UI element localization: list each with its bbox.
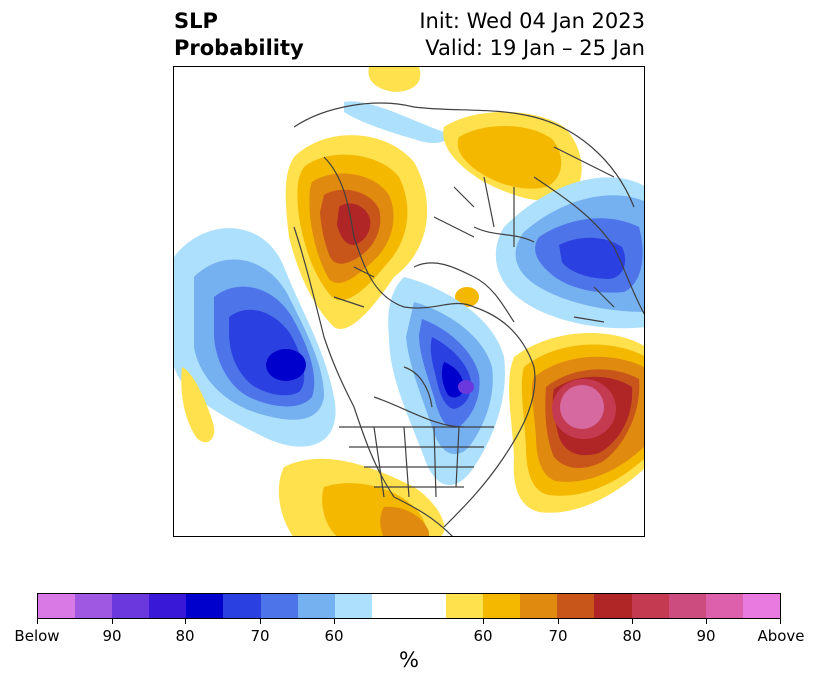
pole-high-small [455,287,479,307]
map-title: SLP Probability [174,8,304,62]
colorbar-tick [112,619,113,624]
colorbar-tick [558,619,559,624]
colorbar-segment [223,594,261,618]
colorbar-segment [75,594,113,618]
siberia-high-60 [457,125,562,189]
colorbar-tick-label: 80 [622,627,642,645]
map-subtitle: Init: Wed 04 Jan 2023 Valid: 19 Jan – 25… [419,8,645,62]
valid-range: Valid: 19 Jan – 25 Jan [425,36,645,60]
colorbar-tick-label: Below [14,627,60,645]
colorbar-segment [260,594,298,618]
pacific-low-core [266,349,306,381]
colorbar-tick-label: 80 [175,627,195,645]
colorbar-segment [112,594,150,618]
colorbar-segment [483,594,521,618]
colorbar-tick [37,619,38,624]
colorbar-segment [297,594,335,618]
greenland-low-core [458,380,474,394]
colorbar-tick [185,619,186,624]
colorbar-tick-label: 90 [102,627,122,645]
colorbar-tick [706,619,707,624]
colorbar-segment [557,594,595,618]
south-high-65 [380,506,429,536]
colorbar-tick-label: 70 [548,627,568,645]
colorbar-tick [260,619,261,624]
colorbar-segment [334,594,372,618]
colorbar-segment [631,594,669,618]
asia-low-75 [559,237,626,279]
pacific-west-high [181,367,215,443]
colorbar-tick [780,619,781,624]
colorbar-segment [742,594,780,618]
na-west-high-80 [337,203,371,245]
colorbar-segment [186,594,224,618]
colorbar-segment [668,594,706,618]
atlantic-high-core [560,385,604,429]
title-variable: SLP [174,9,218,33]
colorbar-segment [446,594,484,618]
map-canvas [174,67,644,536]
arctic-low-small [344,101,447,143]
colorbar-unit-label: % [399,648,419,672]
colorbar-segment [149,594,187,618]
colorbar-segment [371,594,447,618]
colorbar-tick-label: 60 [473,627,493,645]
probability-map [173,66,645,537]
title-type: Probability [174,36,304,60]
colorbar-segment [38,594,76,618]
colorbar-tick-label: 90 [696,627,716,645]
colorbar [37,593,781,619]
arctic-high-small [368,67,421,92]
colorbar-segment [520,594,558,618]
colorbar-segment [705,594,743,618]
init-date: Init: Wed 04 Jan 2023 [419,9,645,33]
colorbar-segment [594,594,632,618]
colorbar-tick-label: 60 [324,627,344,645]
coastlines [293,102,644,536]
colorbar-tick-label: Above [757,627,805,645]
colorbar-tick [632,619,633,624]
colorbar-tick [483,619,484,624]
colorbar-tick-label: 70 [250,627,270,645]
colorbar-tick [334,619,335,624]
